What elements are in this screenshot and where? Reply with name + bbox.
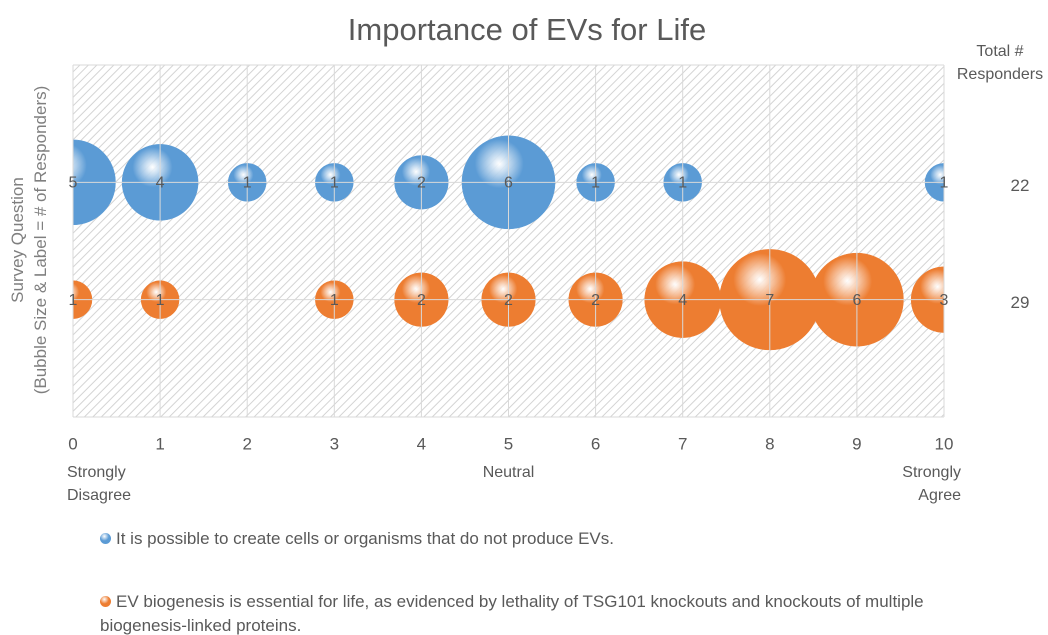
data-label: 1 bbox=[156, 292, 165, 309]
series-total: 22 bbox=[1011, 176, 1030, 195]
x-tick-label: 5 bbox=[504, 434, 513, 453]
y-axis-label-line: Survey Question bbox=[8, 177, 27, 303]
data-label: 7 bbox=[765, 292, 774, 309]
y-axis-label: Survey Question (Bubble Size & Label = # … bbox=[8, 86, 50, 395]
chart-title: Importance of EVs for Life bbox=[348, 12, 706, 47]
data-label: 1 bbox=[330, 292, 339, 309]
totals-label: Total # Responders bbox=[956, 43, 1044, 83]
data-label: 5 bbox=[69, 175, 78, 192]
data-label: 2 bbox=[417, 175, 426, 192]
x-tick-label: 2 bbox=[242, 434, 251, 453]
x-tick-label: 1 bbox=[155, 434, 164, 453]
x-tick-label: 6 bbox=[591, 434, 600, 453]
x-tick-label: 4 bbox=[417, 434, 426, 453]
legend-marker bbox=[100, 533, 111, 544]
x-tick-label: 8 bbox=[765, 434, 774, 453]
legend-item: It is possible to create cells or organi… bbox=[100, 527, 980, 551]
legend-marker bbox=[100, 596, 111, 607]
data-label: 1 bbox=[69, 292, 78, 309]
series-total: 29 bbox=[1011, 293, 1030, 312]
data-label: 2 bbox=[417, 292, 426, 309]
data-label: 1 bbox=[591, 175, 600, 192]
x-annotation: Strongly Agree bbox=[902, 464, 961, 504]
data-label: 1 bbox=[678, 175, 687, 192]
data-label: 2 bbox=[504, 292, 513, 309]
x-tick-label: 7 bbox=[678, 434, 687, 453]
x-tick-label: 3 bbox=[330, 434, 339, 453]
data-label: 1 bbox=[940, 175, 949, 192]
legend-item: EV biogenesis is essential for life, as … bbox=[100, 590, 980, 635]
y-axis-label-line: (Bubble Size & Label = # of Responders) bbox=[31, 86, 50, 395]
data-label: 4 bbox=[156, 175, 165, 192]
data-label: 3 bbox=[940, 292, 949, 309]
x-tick-label: 10 bbox=[935, 434, 954, 453]
x-tick-label: 0 bbox=[68, 434, 77, 453]
legend-label: EV biogenesis is essential for life, as … bbox=[100, 592, 924, 635]
data-label: 1 bbox=[243, 175, 252, 192]
data-label: 6 bbox=[852, 292, 861, 309]
x-annotation: Neutral bbox=[482, 464, 535, 481]
legend-label: It is possible to create cells or organi… bbox=[116, 529, 614, 548]
data-label: 4 bbox=[678, 292, 687, 309]
x-annotation: Strongly Disagree bbox=[67, 464, 132, 504]
data-label: 1 bbox=[330, 175, 339, 192]
x-tick-label: 9 bbox=[852, 434, 861, 453]
data-label: 2 bbox=[591, 292, 600, 309]
data-label: 6 bbox=[504, 175, 513, 192]
